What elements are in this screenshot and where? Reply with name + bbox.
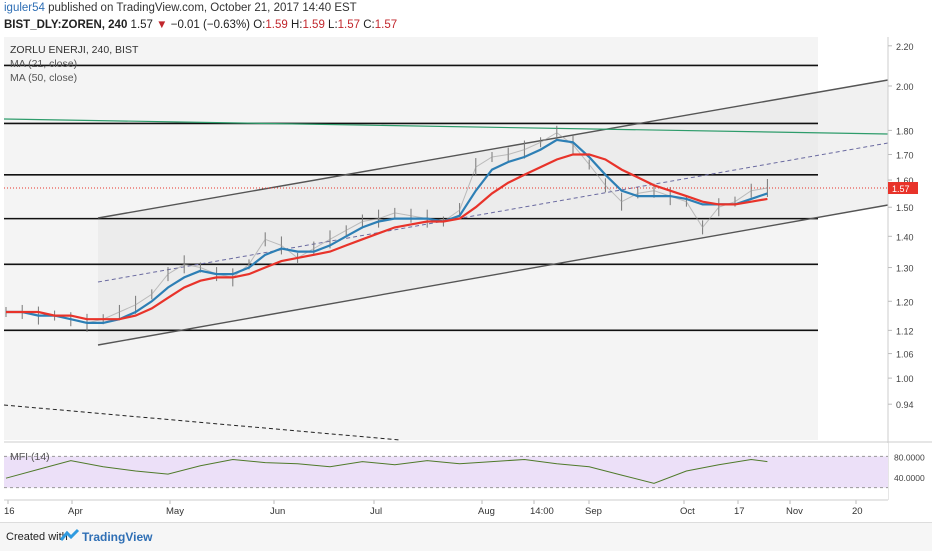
low-value: 1.57	[337, 19, 361, 31]
time-tick-label: 17	[734, 506, 745, 517]
ma50-series-line[interactable]	[6, 153, 768, 321]
price-tick-label: 1.12	[896, 326, 914, 336]
open-value: 1.59	[265, 19, 288, 31]
down-arrow-icon: ▼	[156, 19, 168, 31]
mfi-series-line[interactable]	[5, 458, 768, 484]
mfi-legend[interactable]: MFI (14)	[10, 451, 50, 463]
last-price: 1.57	[130, 19, 153, 31]
chart-header: iguler54 published on TradingView.com, O…	[0, 0, 932, 36]
green-trend-line[interactable]	[3, 118, 889, 135]
ma50-legend[interactable]: MA (50, close)	[10, 72, 77, 84]
time-tick-label: Jul	[370, 506, 382, 517]
low-label: L:	[328, 19, 338, 31]
last-price-label: 1.57	[892, 184, 910, 194]
close-value: 1.57	[374, 19, 398, 31]
publish-line: iguler54 published on TradingView.com, O…	[4, 2, 357, 14]
time-tick-label: Aug	[478, 506, 495, 517]
tradingview-logo-icon	[60, 528, 80, 541]
price-tick-label: 1.80	[896, 126, 914, 136]
time-tick-label: Oct	[680, 506, 695, 517]
mfi-band	[4, 456, 888, 488]
price-series-line	[6, 132, 768, 324]
time-tick-label: Apr	[68, 506, 83, 517]
symbol-name: BIST_DLY:ZOREN, 240	[4, 19, 128, 31]
open-label: O:	[253, 19, 266, 31]
price-tick-label: 1.60	[896, 176, 914, 186]
high-label: H:	[290, 19, 303, 31]
tradingview-brand[interactable]: TradingView	[82, 530, 153, 544]
price-tick-label: 1.20	[896, 297, 914, 307]
time-tick-label: Jun	[270, 506, 285, 517]
price-tick-label: 0.94	[896, 400, 914, 410]
mfi-tick-label: 40.0000	[894, 473, 925, 483]
price-tick-label: 1.40	[896, 232, 914, 242]
mfi-tick-label: 80.0000	[894, 452, 925, 462]
price-change: −0.01 (−0.63%)	[170, 19, 251, 31]
channel-mid-line[interactable]	[97, 142, 889, 283]
high-value: 1.59	[302, 19, 325, 31]
time-tick-label: Nov	[786, 506, 803, 517]
instrument-legend: ZORLU ENERJI, 240, BIST	[10, 44, 139, 56]
dashed-trend-line[interactable]	[3, 404, 401, 441]
publish-info: published on TradingView.com, October 21…	[48, 2, 357, 14]
price-tick-label: 1.30	[896, 264, 914, 274]
time-tick-label: May	[166, 506, 184, 517]
price-tick-label: 2.00	[896, 82, 914, 92]
time-tick-label: 20	[852, 506, 863, 517]
price-tick-label: 2.20	[896, 42, 914, 52]
time-tick-label: Sep	[585, 506, 602, 517]
author-link[interactable]: iguler54	[4, 2, 45, 14]
ma21-legend[interactable]: MA (21, close)	[10, 58, 77, 70]
price-tick-label: 1.00	[896, 374, 914, 384]
channel-lower-line[interactable]	[97, 204, 889, 346]
ma21-series-line[interactable]	[6, 138, 768, 324]
price-tick-label: 1.50	[896, 203, 914, 213]
channel-upper-line[interactable]	[97, 79, 889, 219]
price-tick-label: 1.06	[896, 350, 914, 360]
symbol-line: BIST_DLY:ZOREN, 240 1.57 ▼ −0.01 (−0.63%…	[4, 19, 397, 31]
close-label: C:	[363, 19, 375, 31]
price-tick-label: 1.70	[896, 150, 914, 160]
time-tick-label: 14:00	[530, 506, 554, 517]
last-price-marker	[888, 182, 918, 195]
footer-bar: Created with TradingView	[0, 522, 932, 551]
created-with-label: Created with	[6, 531, 68, 543]
time-tick-label: 16	[4, 506, 15, 517]
